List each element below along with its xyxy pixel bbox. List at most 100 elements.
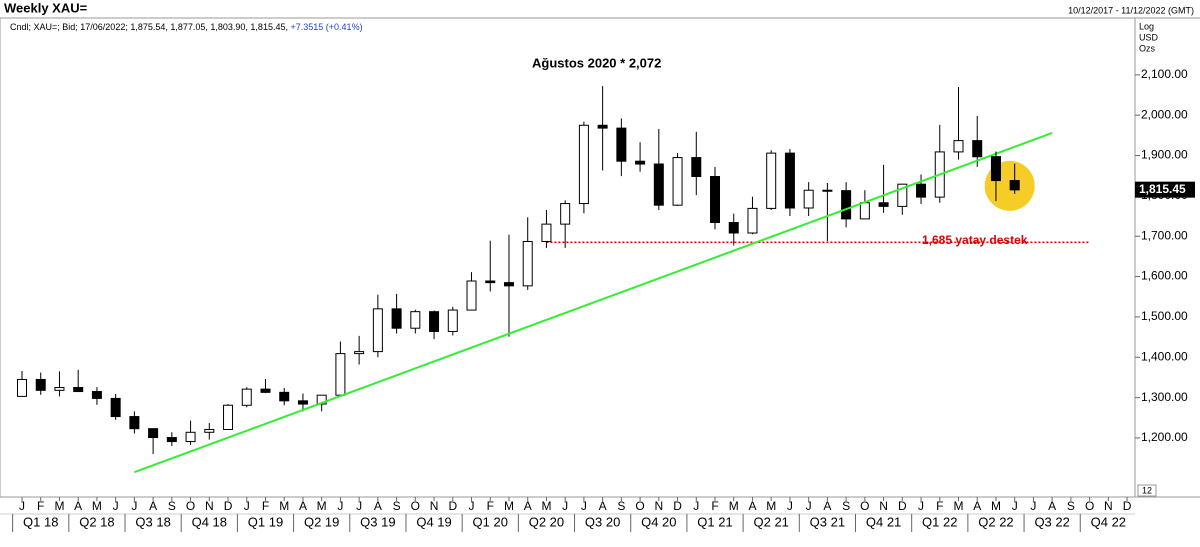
- candle-body: [784, 152, 795, 209]
- info-change: +7.3515: [290, 22, 323, 32]
- candle-body: [35, 378, 46, 391]
- chart-title: Weekly XAU=: [4, 0, 88, 15]
- x-tick-label: O: [1085, 499, 1094, 513]
- support-label: 1,685 yatay destek: [922, 233, 1028, 247]
- quarter-label: Q4 21: [866, 514, 901, 529]
- x-tick-label: J: [787, 499, 793, 513]
- y-tick-label: 1,300.00: [1141, 390, 1188, 404]
- x-tick-label: J: [1012, 499, 1018, 513]
- x-tick-label: O: [635, 499, 644, 513]
- x-tick-label: S: [617, 499, 625, 513]
- x-tick-label: M: [92, 499, 102, 513]
- candle-body: [916, 183, 927, 198]
- x-tick-label: A: [524, 499, 532, 513]
- candle-body: [953, 140, 964, 153]
- last-price-label: 1,815.45: [1139, 182, 1186, 196]
- quarter-label: Q3 18: [135, 514, 170, 529]
- candle-body: [429, 311, 440, 332]
- candle-body: [597, 124, 608, 129]
- x-tick-label: N: [430, 499, 439, 513]
- candle-body: [223, 404, 234, 430]
- candle-body: [616, 127, 627, 162]
- quarter-label: Q4 19: [416, 514, 451, 529]
- x-tick-label: M: [317, 499, 327, 513]
- y-tick-label: 1,200.00: [1141, 430, 1188, 444]
- quarter-label: Q3 21: [810, 514, 845, 529]
- x-tick-label: N: [879, 499, 888, 513]
- x-tick-label: J: [1030, 499, 1036, 513]
- quarter-label: Q2 22: [978, 514, 1013, 529]
- candle-body: [485, 280, 496, 284]
- info-line: Cndl; XAU=; Bid; 17/06/2022; 1,875.54, 1…: [10, 22, 363, 32]
- candle-body: [410, 311, 421, 329]
- x-tick-label: S: [1067, 499, 1075, 513]
- x-tick-label: F: [711, 499, 718, 513]
- x-tick-label: N: [205, 499, 214, 513]
- x-tick-label: J: [469, 499, 475, 513]
- candle-body: [822, 189, 833, 192]
- quarter-label: Q1 22: [922, 514, 957, 529]
- candle-body: [578, 124, 589, 205]
- scale-label: USD: [1139, 32, 1159, 42]
- x-tick-label: J: [918, 499, 924, 513]
- x-tick-label: F: [936, 499, 943, 513]
- candle-body: [279, 391, 290, 402]
- candle-body: [972, 140, 983, 158]
- candle-body: [335, 353, 346, 396]
- last-price-box: [1135, 181, 1195, 198]
- x-tick-label: D: [898, 499, 907, 513]
- date-range: 10/12/2017 - 11/12/2022 (GMT): [1068, 5, 1194, 15]
- x-tick-label: N: [654, 499, 663, 513]
- candle-body: [91, 391, 102, 399]
- quarter-label: Q2 21: [753, 514, 788, 529]
- x-tick-label: M: [504, 499, 514, 513]
- x-tick-label: J: [19, 499, 25, 513]
- candle-body: [185, 431, 196, 443]
- x-tick-label: M: [954, 499, 964, 513]
- x-tick-label: A: [599, 499, 607, 513]
- x-tick-label: A: [973, 499, 981, 513]
- quarter-label: Q2 20: [529, 514, 564, 529]
- y-tick-label: 1,700.00: [1141, 228, 1188, 242]
- quarter-label: Q3 22: [1034, 514, 1069, 529]
- scale-label: Ozs: [1139, 43, 1156, 53]
- quarter-label: Q4 18: [192, 514, 227, 529]
- x-tick-label: O: [186, 499, 195, 513]
- info-pct: (+0.41%): [326, 22, 363, 32]
- x-tick-label: M: [991, 499, 1001, 513]
- candle-body: [372, 308, 383, 353]
- x-tick-label: D: [448, 499, 457, 513]
- candle-body: [260, 388, 271, 393]
- candle-body: [691, 157, 702, 178]
- y-tick-label: 2,000.00: [1141, 107, 1188, 121]
- candle-body: [541, 223, 552, 242]
- x-tick-label: A: [823, 499, 831, 513]
- y-tick-label: 1,400.00: [1141, 349, 1188, 363]
- candle-body: [110, 397, 121, 418]
- quarter-label: Q3 20: [585, 514, 620, 529]
- quarter-label: Q4 20: [641, 514, 676, 529]
- x-tick-label: S: [393, 499, 401, 513]
- x-tick-label: J: [337, 499, 343, 513]
- candle-body: [73, 387, 84, 393]
- y-tick-label: 1,500.00: [1141, 309, 1188, 323]
- candle-body: [859, 202, 870, 220]
- scale-label: Log: [1139, 21, 1154, 31]
- candle-body: [747, 207, 758, 234]
- candle-body: [897, 183, 908, 207]
- candle-body: [635, 160, 646, 165]
- x-tick-label: A: [1048, 499, 1056, 513]
- candle-body: [447, 309, 458, 332]
- candle-body: [728, 222, 739, 234]
- x-tick-label: D: [673, 499, 682, 513]
- x-tick-label: J: [806, 499, 812, 513]
- x-tick-label: F: [37, 499, 44, 513]
- candle-body: [466, 280, 477, 311]
- x-tick-label: F: [262, 499, 269, 513]
- annotation: Ağustos 2020 * 2,072: [532, 55, 661, 70]
- candle-body: [54, 387, 65, 391]
- x-tick-label: O: [411, 499, 420, 513]
- candle-body: [841, 190, 852, 220]
